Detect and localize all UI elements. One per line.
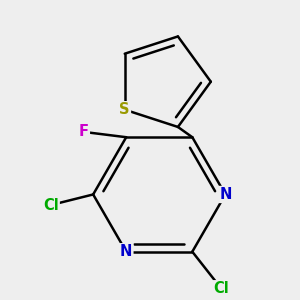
Text: S: S: [119, 102, 130, 117]
Text: Cl: Cl: [43, 197, 59, 212]
Text: N: N: [219, 187, 232, 202]
Text: Cl: Cl: [214, 281, 229, 296]
Text: N: N: [120, 244, 132, 259]
Text: F: F: [79, 124, 89, 140]
